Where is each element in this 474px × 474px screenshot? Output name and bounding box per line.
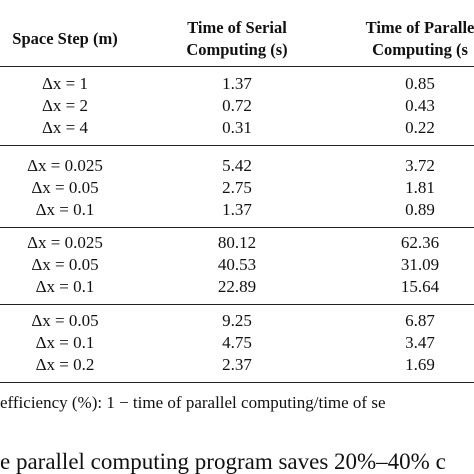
space-step: Δx = 0.05 (31, 311, 99, 330)
group-rule (0, 227, 474, 228)
space-step: Δx = 0.025 (27, 233, 103, 252)
space-step: Δx = 0.1 (35, 200, 95, 219)
group-rule (0, 382, 474, 383)
header-cell: Computing (s (372, 40, 468, 59)
space-step: Δx = 0.05 (31, 178, 99, 197)
time-value: 80.12 (217, 233, 257, 252)
space-step: Δx = 0.1 (35, 333, 95, 352)
space-step: Δx = 0.1 (35, 277, 95, 296)
time-value: 1.37 (222, 200, 252, 219)
time-value: 0.43 (405, 96, 435, 115)
time-value: 4.75 (222, 333, 252, 352)
time-value: 1.37 (222, 74, 252, 93)
time-value: 0.22 (405, 118, 435, 137)
space-step: Δx = 2 (41, 96, 89, 115)
time-value: 9.25 (222, 311, 252, 330)
time-value: 40.53 (217, 255, 257, 274)
time-value: 0.72 (222, 96, 252, 115)
time-value: 1.69 (405, 355, 435, 374)
time-value: 22.89 (217, 277, 257, 296)
header-rule (0, 66, 474, 67)
group-rule (0, 304, 474, 305)
time-value: 6.87 (405, 311, 435, 330)
header-cell: Space Step (m) (12, 29, 118, 48)
time-value: 15.64 (400, 277, 440, 296)
space-step: Δx = 0.05 (31, 255, 99, 274)
time-value: 31.09 (400, 255, 440, 274)
time-value: 5.42 (222, 156, 252, 175)
time-value: 1.81 (405, 178, 435, 197)
time-value: 3.47 (405, 333, 435, 352)
group-rule (0, 145, 474, 146)
space-step: Δx = 1 (41, 74, 89, 93)
time-value: 0.31 (222, 118, 252, 137)
time-value: 3.72 (405, 156, 435, 175)
time-value: 2.75 (222, 178, 252, 197)
time-value: 0.85 (405, 74, 435, 93)
table-footnote: efficiency (%): 1 − time of parallel com… (0, 393, 386, 412)
space-step: Δx = 0.2 (35, 355, 95, 374)
time-value: 2.37 (222, 355, 252, 374)
body-text: e parallel computing program saves 20%–4… (0, 449, 446, 474)
time-value: 0.89 (405, 200, 435, 219)
space-step: Δx = 4 (41, 118, 89, 137)
header-cell: Computing (s) (186, 40, 288, 59)
time-value: 62.36 (400, 233, 440, 252)
header-cell: Time of Serial (187, 18, 287, 37)
header-cell: Time of Paralle (365, 18, 474, 37)
space-step: Δx = 0.025 (27, 156, 103, 175)
